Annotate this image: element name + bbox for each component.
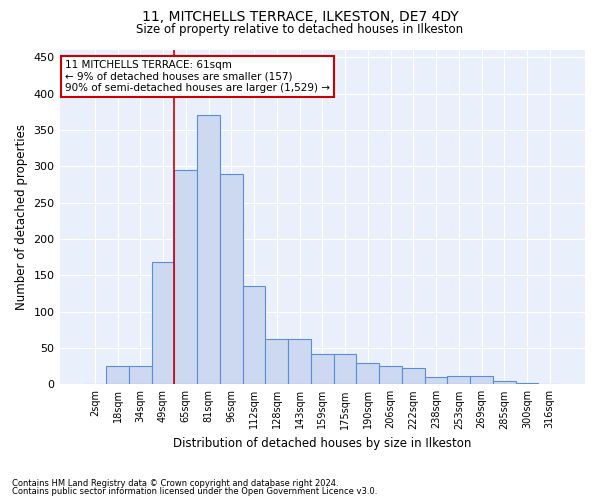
Bar	[265, 339, 288, 384]
Bar	[402, 368, 425, 384]
Bar	[379, 366, 402, 384]
Bar	[152, 262, 175, 384]
Bar	[197, 116, 220, 384]
Text: 11, MITCHELLS TERRACE, ILKESTON, DE7 4DY: 11, MITCHELLS TERRACE, ILKESTON, DE7 4DY	[142, 10, 458, 24]
Bar	[311, 354, 334, 384]
Bar	[470, 376, 493, 384]
Bar	[129, 366, 152, 384]
Bar	[448, 376, 470, 384]
Bar	[356, 362, 379, 384]
X-axis label: Distribution of detached houses by size in Ilkeston: Distribution of detached houses by size …	[173, 437, 472, 450]
Bar	[515, 383, 538, 384]
Text: Size of property relative to detached houses in Ilkeston: Size of property relative to detached ho…	[136, 22, 464, 36]
Bar	[288, 339, 311, 384]
Text: Contains public sector information licensed under the Open Government Licence v3: Contains public sector information licen…	[12, 487, 377, 496]
Bar	[106, 366, 129, 384]
Bar	[334, 354, 356, 384]
Text: 11 MITCHELLS TERRACE: 61sqm
← 9% of detached houses are smaller (157)
90% of sem: 11 MITCHELLS TERRACE: 61sqm ← 9% of deta…	[65, 60, 330, 93]
Bar	[175, 170, 197, 384]
Text: Contains HM Land Registry data © Crown copyright and database right 2024.: Contains HM Land Registry data © Crown c…	[12, 478, 338, 488]
Bar	[425, 377, 448, 384]
Bar	[493, 380, 515, 384]
Y-axis label: Number of detached properties: Number of detached properties	[15, 124, 28, 310]
Bar	[242, 286, 265, 384]
Bar	[220, 174, 242, 384]
